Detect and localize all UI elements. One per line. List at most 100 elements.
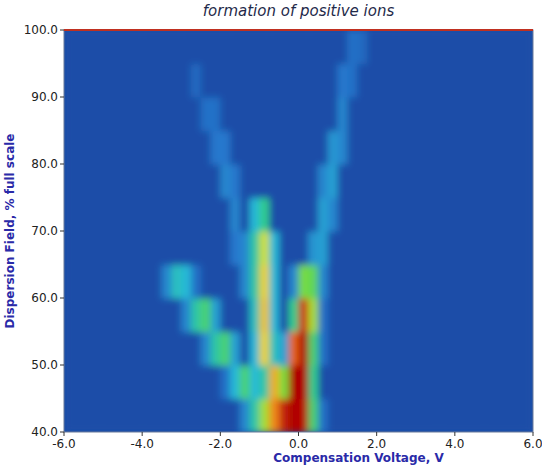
heatmap-cell — [318, 298, 328, 332]
heatmap-cell — [299, 131, 309, 165]
heatmap-cell — [494, 332, 504, 366]
heatmap-cell — [171, 97, 181, 131]
y-tick — [60, 30, 64, 31]
heatmap-cell — [152, 198, 162, 232]
heatmap-cell — [318, 30, 328, 64]
heatmap-cell — [250, 399, 260, 433]
heatmap-cell — [250, 30, 260, 64]
heatmap-cell — [357, 131, 367, 165]
heatmap-cell — [84, 332, 94, 366]
heatmap-cell — [201, 298, 211, 332]
x-tick-label: 0.0 — [289, 437, 308, 451]
heatmap-cell — [259, 365, 269, 399]
heatmap-cell — [93, 164, 103, 198]
heatmap-cell — [201, 265, 211, 299]
heatmap-cell — [181, 30, 191, 64]
heatmap-cell — [289, 164, 299, 198]
heatmap-cell — [181, 332, 191, 366]
heatmap-cell — [513, 365, 523, 399]
heatmap-cell — [396, 97, 406, 131]
heatmap-cell — [269, 164, 279, 198]
heatmap-cell — [201, 198, 211, 232]
heatmap-cell — [484, 365, 494, 399]
heatmap-cell — [132, 131, 142, 165]
heatmap-cell — [328, 399, 338, 433]
heatmap-cell — [269, 231, 279, 265]
heatmap-cell — [171, 332, 181, 366]
heatmap-cell — [299, 365, 309, 399]
heatmap-cell — [494, 198, 504, 232]
heatmap-cell — [504, 399, 514, 433]
heatmap-cell — [240, 332, 250, 366]
heatmap-cell — [171, 30, 181, 64]
heatmap-cell — [299, 30, 309, 64]
heatmap-cell — [152, 30, 162, 64]
heatmap-cell — [279, 97, 289, 131]
heatmap-cell — [494, 131, 504, 165]
heatmap-cell — [289, 131, 299, 165]
heatmap-cell — [513, 265, 523, 299]
heatmap-cell — [64, 64, 74, 98]
heatmap-cell — [269, 332, 279, 366]
heatmap-cell — [230, 399, 240, 433]
heatmap-cell — [152, 231, 162, 265]
heatmap-cell — [523, 231, 533, 265]
heatmap-cell — [289, 298, 299, 332]
heatmap-cell — [162, 298, 172, 332]
heatmap-cell — [181, 265, 191, 299]
heatmap-cell — [484, 97, 494, 131]
heatmap-cell — [504, 265, 514, 299]
heatmap-cell — [455, 399, 465, 433]
heatmap-cell — [435, 131, 445, 165]
heatmap-cell — [318, 265, 328, 299]
heatmap-cell — [357, 64, 367, 98]
y-axis-title: Dispersion Field, % full scale — [3, 134, 17, 329]
heatmap-cell — [445, 298, 455, 332]
heatmap-cell — [299, 332, 309, 366]
plot-background — [64, 30, 533, 432]
heatmap-cell — [465, 332, 475, 366]
heatmap-cell — [455, 332, 465, 366]
heatmap-cell — [279, 298, 289, 332]
heatmap-cell — [338, 332, 348, 366]
heatmap-cell — [171, 399, 181, 433]
heatmap-cell — [113, 298, 123, 332]
heatmap-cell — [132, 399, 142, 433]
heatmap-cell — [465, 97, 475, 131]
heatmap-cell — [474, 231, 484, 265]
heatmap-cell — [142, 365, 152, 399]
heatmap-cell — [406, 164, 416, 198]
heatmap-cell — [406, 332, 416, 366]
heatmap-cell — [74, 64, 84, 98]
heatmap-cell — [338, 198, 348, 232]
heatmap-cell — [347, 365, 357, 399]
heatmap-cell — [318, 164, 328, 198]
heatmap-cell — [474, 399, 484, 433]
heatmap-cell — [465, 131, 475, 165]
heatmap-cell — [357, 198, 367, 232]
heatmap-cell — [338, 265, 348, 299]
heatmap-cell — [377, 365, 387, 399]
heatmap-cell — [162, 231, 172, 265]
heatmap-cell — [367, 298, 377, 332]
heatmap-cell — [289, 64, 299, 98]
heatmap-cell — [357, 97, 367, 131]
heatmap-cell — [201, 399, 211, 433]
heatmap-cell — [523, 164, 533, 198]
heatmap-cell — [240, 231, 250, 265]
heatmap-cell — [220, 164, 230, 198]
heatmap-cell — [220, 64, 230, 98]
heatmap-cell — [299, 265, 309, 299]
heatmap-cell — [445, 265, 455, 299]
heatmap-cell — [416, 298, 426, 332]
x-tick — [533, 432, 534, 436]
heatmap-cell — [426, 64, 436, 98]
heatmap-cell — [338, 399, 348, 433]
heatmap-cell — [84, 97, 94, 131]
heatmap-cell — [377, 298, 387, 332]
heatmap-cell — [103, 97, 113, 131]
heatmap-cell — [162, 97, 172, 131]
heatmap-cell — [386, 298, 396, 332]
heatmap-cell — [191, 64, 201, 98]
heatmap-cell — [386, 332, 396, 366]
